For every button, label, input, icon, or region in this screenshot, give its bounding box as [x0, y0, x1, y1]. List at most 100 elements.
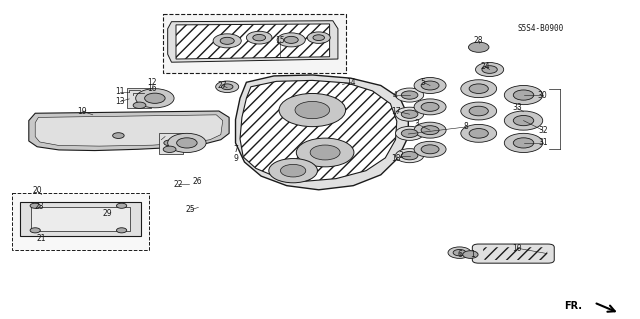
Text: 28: 28 [474, 36, 483, 45]
Circle shape [279, 93, 346, 127]
Circle shape [221, 84, 233, 90]
Circle shape [396, 126, 424, 140]
Circle shape [253, 34, 266, 41]
Polygon shape [168, 21, 338, 62]
Circle shape [468, 42, 489, 52]
Polygon shape [236, 75, 408, 190]
Circle shape [396, 107, 424, 121]
Text: 2: 2 [399, 151, 404, 160]
Text: 22: 22 [173, 180, 182, 189]
Circle shape [401, 129, 418, 137]
Circle shape [421, 81, 439, 90]
Bar [12, 193, 149, 250]
Text: S5S4-B0900: S5S4-B0900 [518, 24, 564, 33]
Bar [163, 14, 346, 73]
Text: 6: 6 [457, 250, 462, 259]
Text: 26: 26 [192, 177, 202, 186]
Text: 8: 8 [463, 122, 468, 131]
Text: 32: 32 [538, 126, 548, 135]
Circle shape [310, 145, 340, 160]
Circle shape [461, 102, 497, 120]
Circle shape [513, 90, 534, 100]
Circle shape [401, 152, 418, 160]
Circle shape [461, 80, 497, 98]
Circle shape [421, 102, 439, 111]
Circle shape [295, 101, 330, 119]
Circle shape [168, 133, 206, 152]
Circle shape [164, 140, 175, 146]
Circle shape [216, 81, 239, 93]
Circle shape [421, 126, 439, 135]
Circle shape [401, 91, 418, 99]
Circle shape [461, 124, 497, 142]
Circle shape [504, 111, 543, 130]
Text: 15: 15 [275, 36, 285, 45]
Circle shape [136, 89, 174, 108]
Circle shape [469, 129, 488, 138]
Text: 31: 31 [538, 138, 548, 147]
Bar [127, 88, 151, 108]
Text: 12: 12 [148, 78, 157, 87]
Circle shape [476, 63, 504, 77]
Text: 1: 1 [470, 250, 475, 259]
Circle shape [284, 36, 298, 43]
Circle shape [401, 110, 418, 118]
Circle shape [116, 203, 127, 208]
Circle shape [414, 99, 446, 115]
Text: 29: 29 [102, 209, 113, 218]
Circle shape [414, 122, 446, 138]
Circle shape [504, 133, 543, 152]
Text: 10: 10 [512, 244, 522, 253]
Circle shape [116, 228, 127, 233]
Text: 19: 19 [77, 107, 87, 115]
Circle shape [213, 34, 241, 48]
Text: 11: 11 [116, 87, 125, 96]
Text: 30: 30 [538, 91, 548, 100]
Circle shape [177, 138, 197, 148]
Text: 21: 21 [37, 234, 46, 243]
Bar [20, 202, 141, 236]
Circle shape [30, 203, 40, 208]
Polygon shape [176, 24, 330, 59]
Text: 7: 7 [233, 145, 238, 154]
Circle shape [396, 88, 424, 102]
Circle shape [469, 106, 488, 116]
Circle shape [504, 85, 543, 105]
Circle shape [469, 84, 488, 93]
Polygon shape [29, 111, 229, 151]
Text: 18: 18 [391, 154, 400, 163]
Circle shape [220, 37, 234, 44]
Text: 23: 23 [35, 202, 45, 211]
Text: 9: 9 [233, 154, 238, 163]
Text: 13: 13 [115, 97, 125, 106]
Circle shape [396, 149, 424, 163]
Circle shape [448, 247, 471, 258]
Circle shape [246, 31, 272, 44]
Circle shape [313, 35, 324, 41]
Text: 17: 17 [390, 107, 401, 115]
Circle shape [414, 141, 446, 157]
Circle shape [113, 133, 124, 138]
Circle shape [163, 146, 176, 152]
Circle shape [133, 102, 146, 108]
Text: 4: 4 [393, 91, 398, 100]
Circle shape [280, 164, 306, 177]
Polygon shape [240, 80, 397, 181]
Text: 14: 14 [346, 78, 356, 87]
Text: 3: 3 [414, 119, 419, 128]
Bar [159, 133, 183, 154]
Text: 33: 33 [512, 103, 522, 112]
Circle shape [30, 228, 40, 233]
Text: 27: 27 [218, 81, 228, 90]
Circle shape [463, 251, 478, 258]
Circle shape [277, 33, 305, 47]
Bar [31, 207, 130, 231]
Text: 25: 25 [186, 205, 196, 214]
Circle shape [269, 159, 317, 183]
Polygon shape [35, 115, 223, 146]
Circle shape [414, 78, 446, 93]
Circle shape [513, 115, 534, 126]
Circle shape [421, 145, 439, 154]
Circle shape [482, 66, 497, 73]
Circle shape [307, 32, 330, 43]
